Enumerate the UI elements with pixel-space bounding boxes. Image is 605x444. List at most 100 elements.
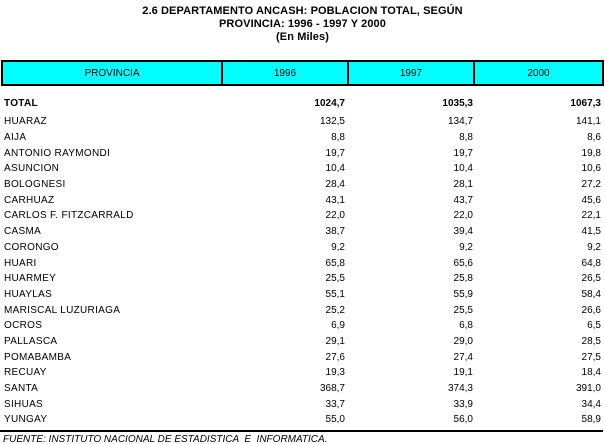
province-name: HUARAZ [4,116,47,128]
table-row: CORONGO 9,2 9,2 9,2 [0,240,605,256]
table-row: HUAYLAS 55,1 55,9 58,4 [0,287,605,303]
population-value: 33,9 [453,398,473,410]
province-name: ASUNCION [4,163,60,175]
title-line-2: PROVINCIA: 1996 - 1997 Y 2000 [219,18,386,30]
population-value: 28,4 [325,179,345,191]
province-name: MARISCAL LUZURIAGA [4,304,121,316]
total-value-1997: 1035,3 [442,97,473,109]
bottom-rule [0,429,603,432]
province-name: CARHUAZ [4,194,55,206]
table-header: PROVINCIA 1996 1997 2000 [1,60,604,86]
population-value: 28,1 [453,179,473,191]
population-value: 56,0 [453,414,473,426]
table-row: OCROS 6,9 6,8 6,5 [0,318,605,334]
table-row: PALLASCA 29,1 29,0 28,5 [0,334,605,350]
population-value: 10,4 [453,163,473,175]
population-value: 19,8 [581,147,601,159]
population-value: 34,4 [581,398,601,410]
population-value: 10,4 [325,163,345,175]
population-value: 374,3 [447,383,473,395]
population-value: 25,8 [453,273,473,285]
population-value: 391,0 [575,383,601,395]
population-value: 27,2 [581,179,601,191]
population-value: 58,4 [581,288,601,300]
source-note: FUENTE: INSTITUTO NACIONAL DE ESTADISTIC… [3,433,328,444]
population-value: 6,5 [587,320,601,332]
population-value: 28,5 [581,335,601,347]
population-value: 39,4 [453,226,473,238]
population-value: 25,5 [453,304,473,316]
population-value: 43,1 [325,194,345,206]
population-value: 6,9 [331,320,345,332]
province-name: AIJA [4,132,27,144]
population-value: 19,7 [453,147,473,159]
title-line-1: 2.6 DEPARTAMENTO ANCASH: POBLACION TOTAL… [142,5,463,17]
total-value-2000: 1067,3 [570,97,601,109]
table-title: 2.6 DEPARTAMENTO ANCASH: POBLACION TOTAL… [0,0,605,44]
province-name: YUNGAY [4,414,48,426]
province-name: CASMA [4,226,42,238]
population-value: 22,0 [453,210,473,222]
population-value: 65,8 [325,257,345,269]
population-value: 141,1 [575,116,601,128]
province-name: HUAYLAS [4,288,53,300]
table-row: SIHUAS 33,7 33,9 34,4 [0,396,605,412]
population-value: 29,1 [325,335,345,347]
population-value: 33,7 [325,398,345,410]
table-row: YUNGAY 55,0 56,0 58,9 [0,412,605,428]
province-name: SIHUAS [4,398,44,410]
population-value: 55,0 [325,414,345,426]
column-header-2000: 2000 [473,62,602,84]
population-value: 25,5 [325,273,345,285]
table-row: HUARAZ 132,5 134,7 141,1 [0,114,605,130]
table-row: CASMA 38,7 39,4 41,5 [0,224,605,240]
province-name: POMABAMBA [4,351,72,363]
population-value: 26,5 [581,273,601,285]
table-row: CARHUAZ 43,1 43,7 45,6 [0,192,605,208]
population-value: 9,2 [459,241,473,253]
population-value: 368,7 [319,383,345,395]
title-line-3: (En Miles) [276,31,329,43]
province-name: SANTA [4,383,39,395]
total-value-1996: 1024,7 [314,97,345,109]
table-row: AIJA 8,8 8,8 8,6 [0,130,605,146]
population-value: 43,7 [453,194,473,206]
population-value: 9,2 [587,241,601,253]
population-value: 58,9 [581,414,601,426]
province-name: ANTONIO RAYMONDI [4,147,111,159]
province-name: HUARI [4,257,37,269]
province-name: CORONGO [4,241,59,253]
population-value: 41,5 [581,226,601,238]
province-name: CARLOS F. FITZCARRALD [4,210,134,222]
population-value: 18,4 [581,367,601,379]
population-value: 29,0 [453,335,473,347]
table-row: HUARI 65,8 65,6 64,8 [0,255,605,271]
province-rows: HUARAZ 132,5 134,7 141,1 AIJA 8,8 8,8 8,6 ANTONI… [0,114,605,428]
population-value: 65,6 [453,257,473,269]
population-value: 132,5 [319,116,345,128]
table-row: MARISCAL LUZURIAGA 25,2 25,5 26,6 [0,302,605,318]
population-value: 6,8 [459,320,473,332]
population-value: 45,6 [581,194,601,206]
table-body: TOTAL 1024,7 1035,3 1067,3 HUARAZ 132,5 13… [0,94,605,428]
population-value: 8,8 [331,132,345,144]
table-row: ASUNCION 10,4 10,4 10,6 [0,161,605,177]
population-value: 25,2 [325,304,345,316]
table-row: HUARMEY 25,5 25,8 26,5 [0,271,605,287]
province-name: OCROS [4,320,43,332]
population-value: 8,6 [587,132,601,144]
population-value: 22,1 [581,210,601,222]
population-value: 19,7 [325,147,345,159]
population-value: 55,9 [453,288,473,300]
total-row-label: TOTAL [4,97,38,109]
table-row: ANTONIO RAYMONDI 19,7 19,7 19,8 [0,145,605,161]
population-value: 19,1 [453,367,473,379]
population-value: 10,6 [581,163,601,175]
population-value: 38,7 [325,226,345,238]
population-value: 27,6 [325,351,345,363]
population-value: 27,5 [581,351,601,363]
table-row: CARLOS F. FITZCARRALD 22,0 22,0 22,1 [0,208,605,224]
population-value: 9,2 [331,241,345,253]
population-value: 55,1 [325,288,345,300]
table-row: SANTA 368,7 374,3 391,0 [0,381,605,397]
